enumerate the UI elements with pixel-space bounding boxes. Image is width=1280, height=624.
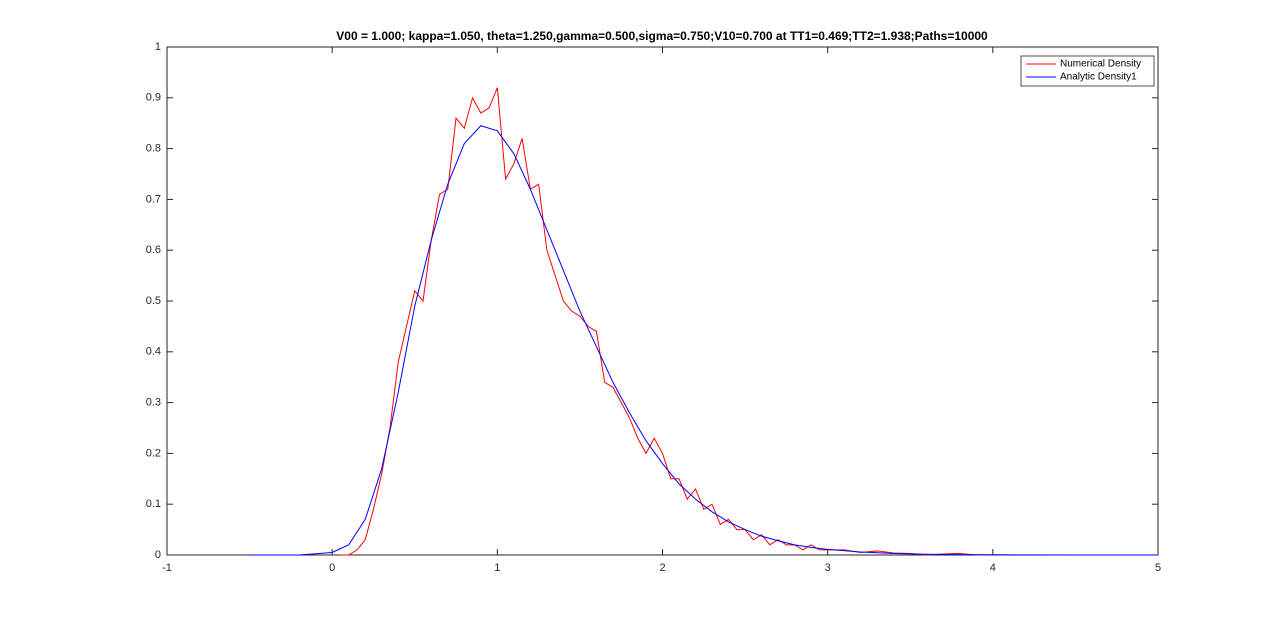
x-tick-label: 4 xyxy=(990,562,996,574)
legend-box xyxy=(1020,55,1155,87)
x-tick-label: 0 xyxy=(329,562,335,574)
y-tick-label: 0.3 xyxy=(146,397,161,409)
legend-text: Numerical Density xyxy=(1060,59,1141,70)
x-tick-label: 1 xyxy=(494,562,500,574)
chart-title: V00 = 1.000; kappa=1.050, theta=1.250,ga… xyxy=(336,29,988,43)
x-tick-label: 5 xyxy=(1155,562,1161,574)
legend-text: Analytic Density1 xyxy=(1060,72,1137,83)
y-tick-label: 0.2 xyxy=(146,447,161,459)
data-line xyxy=(340,87,993,556)
x-tick-label: -1 xyxy=(162,562,172,574)
y-tick-label: 0.7 xyxy=(146,193,161,205)
y-tick-label: 0.5 xyxy=(146,295,161,307)
y-tick-label: 1 xyxy=(155,41,161,53)
y-tick-label: 0 xyxy=(155,549,161,561)
y-tick-label: 0.1 xyxy=(146,498,161,510)
x-tick-label: 3 xyxy=(825,562,831,574)
plot-area xyxy=(166,46,1159,556)
x-tick-label: 2 xyxy=(659,562,665,574)
data-line xyxy=(249,125,1159,556)
y-tick-label: 0.6 xyxy=(146,244,161,256)
y-tick-label: 0.9 xyxy=(146,92,161,104)
y-tick-label: 0.8 xyxy=(146,143,161,155)
y-tick-label: 0.4 xyxy=(146,346,161,358)
